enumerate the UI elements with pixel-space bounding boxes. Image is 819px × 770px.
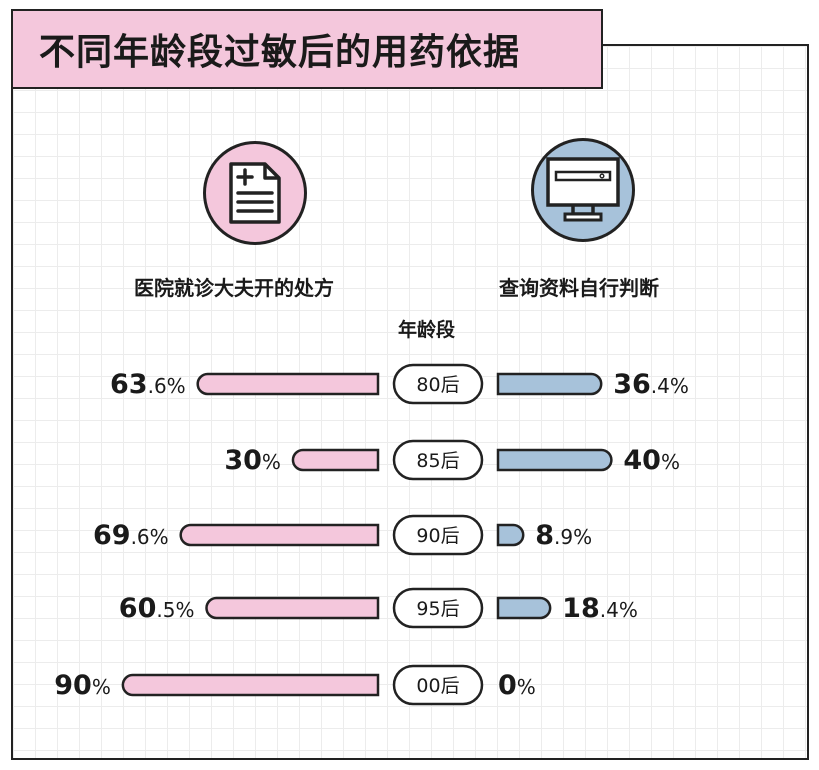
right-value-label-4: 0% [498, 670, 536, 701]
age-pill-1 [392, 439, 484, 481]
age-category-label-2: 90后 [416, 525, 459, 547]
right-value-label-2: 8.9% [535, 520, 592, 551]
left-value-label-3: 60.5% [119, 593, 195, 624]
right-bar-1 [496, 448, 613, 472]
age-pill-3 [392, 587, 484, 629]
computer-search-icon [531, 138, 635, 242]
prescription-document-icon [203, 141, 307, 245]
age-axis-header: 年龄段 [398, 319, 456, 341]
left-value-label-2: 69.6% [93, 520, 169, 551]
left-value-label-4: 90% [54, 670, 111, 701]
left-bar-1 [291, 448, 380, 472]
right-value-label-3: 18.4% [562, 593, 638, 624]
right-value-label-1: 40% [623, 445, 680, 476]
title-banner: 不同年龄段过敏后的用药依据 [11, 9, 603, 89]
age-category-label-3: 95后 [416, 598, 459, 620]
right-group-label: 查询资料自行判断 [499, 276, 659, 300]
age-category-label-4: 00后 [416, 675, 459, 697]
age-pill-0 [392, 363, 484, 405]
right-bar-3 [496, 596, 552, 620]
chart-title: 不同年龄段过敏后的用药依据 [39, 32, 521, 73]
left-bar-4 [121, 673, 380, 697]
left-value-label-0: 63.6% [110, 369, 186, 400]
right-bar-0 [496, 372, 603, 396]
left-bar-0 [196, 372, 380, 396]
age-category-label-1: 85后 [416, 450, 459, 472]
left-bar-2 [179, 523, 380, 547]
right-bar-2 [496, 523, 525, 547]
age-category-label-0: 80后 [416, 374, 459, 396]
age-pill-4 [392, 664, 484, 706]
left-bar-3 [205, 596, 380, 620]
left-value-label-1: 30% [224, 445, 281, 476]
right-value-label-0: 36.4% [613, 369, 689, 400]
age-pill-2 [392, 514, 484, 556]
left-group-label: 医院就诊大夫开的处方 [134, 276, 334, 300]
